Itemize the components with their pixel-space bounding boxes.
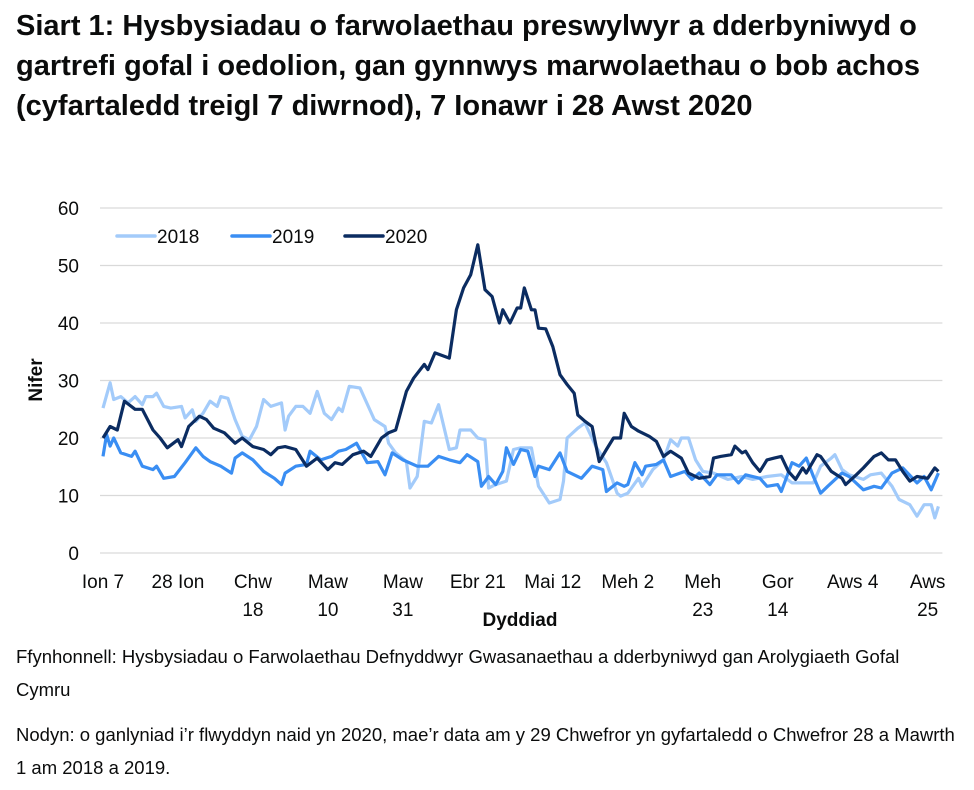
x-tick-label: 31 — [392, 600, 413, 621]
source-note: Ffynhonnell: Hysbysiadau o Farwolaethau … — [16, 646, 900, 700]
x-tick-label: Aws — [910, 572, 946, 593]
x-tick-label: Aws 4 — [827, 572, 879, 593]
x-tick-label: Ebr 21 — [450, 572, 506, 593]
y-tick-label: 50 — [58, 257, 79, 278]
series-line-2020 — [101, 243, 940, 487]
x-tick-label: Chw — [234, 572, 272, 593]
y-tick-label: 10 — [58, 487, 79, 508]
x-tick-label: Gor — [762, 572, 794, 593]
y-tick-label: 30 — [58, 372, 79, 393]
y-tick-label: 20 — [58, 429, 79, 450]
legend-label-2020: 2020 — [385, 227, 427, 248]
y-tick-label: 40 — [58, 314, 79, 335]
x-axis-label: Dyddiad — [483, 610, 558, 631]
legend-label-2018: 2018 — [157, 227, 199, 248]
y-tick-label: 0 — [68, 544, 79, 565]
y-tick-label: 60 — [58, 199, 79, 220]
x-tick-label: 18 — [242, 600, 263, 621]
line-chart: 0 10 20 30 40 50 60 Ion 7 28 Ion Chw 18 Maw 10 Maw 31 E… — [26, 199, 946, 631]
x-tick-label: 14 — [767, 600, 789, 621]
y-axis-label: Nifer — [26, 358, 47, 402]
x-tick-label: 23 — [692, 600, 713, 621]
chart-title: Siart 1: Hysbysiadau o farwolaethau pres… — [16, 10, 920, 122]
x-tick-label: Meh 2 — [601, 572, 654, 593]
x-tick-label: 25 — [917, 600, 938, 621]
x-tick-label: 28 Ion — [152, 572, 205, 593]
x-tick-label: Maw — [308, 572, 348, 593]
footnote: Nodyn: o ganlyniad i’r flwyddyn naid yn … — [16, 724, 955, 778]
x-tick-label: Maw — [383, 572, 423, 593]
x-tick-label: 10 — [317, 600, 338, 621]
x-tick-label: Ion 7 — [82, 572, 124, 593]
x-tick-label: Meh — [684, 572, 721, 593]
legend-label-2019: 2019 — [272, 227, 314, 248]
series-line-2018 — [101, 381, 940, 520]
series-line-2019 — [101, 432, 940, 495]
x-tick-label: Mai 12 — [524, 572, 581, 593]
